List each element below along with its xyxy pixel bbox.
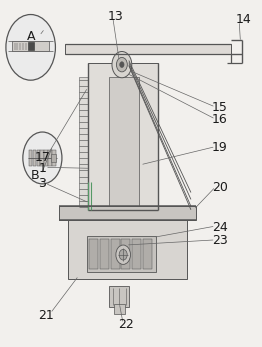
Text: 16: 16 — [212, 113, 227, 126]
Bar — [68, 220, 187, 279]
Circle shape — [119, 249, 127, 260]
Text: 17: 17 — [35, 151, 50, 164]
Bar — [40, 150, 44, 166]
Bar — [132, 239, 141, 269]
Circle shape — [6, 15, 56, 80]
Text: A: A — [26, 31, 35, 43]
Text: 14: 14 — [235, 13, 251, 26]
Text: 15: 15 — [212, 101, 227, 114]
Text: 3: 3 — [39, 177, 46, 191]
Bar — [52, 150, 56, 166]
Bar — [44, 150, 48, 166]
Text: 24: 24 — [212, 221, 227, 234]
Text: 21: 21 — [39, 309, 54, 322]
Bar — [89, 239, 98, 269]
Text: B: B — [30, 169, 39, 182]
Bar — [51, 154, 56, 162]
Bar — [12, 41, 49, 51]
Bar — [28, 42, 34, 50]
Bar — [111, 239, 120, 269]
Bar — [113, 304, 125, 314]
Bar — [29, 150, 32, 166]
Bar — [121, 239, 130, 269]
Bar — [88, 63, 158, 210]
Text: 22: 22 — [118, 319, 134, 331]
Text: 19: 19 — [212, 141, 227, 154]
Bar — [79, 77, 88, 210]
Circle shape — [116, 245, 130, 264]
Bar — [48, 150, 52, 166]
Text: 1: 1 — [39, 162, 46, 175]
Circle shape — [112, 51, 132, 78]
Bar — [109, 77, 139, 206]
Bar — [36, 150, 40, 166]
Text: 20: 20 — [212, 181, 227, 194]
Text: 13: 13 — [107, 10, 123, 23]
Bar — [33, 150, 36, 166]
Bar — [100, 239, 109, 269]
Bar — [64, 44, 231, 54]
Circle shape — [120, 62, 124, 68]
Text: 23: 23 — [212, 234, 227, 247]
Circle shape — [116, 57, 127, 72]
Bar — [109, 286, 129, 306]
Bar — [59, 206, 196, 220]
Bar — [143, 239, 151, 269]
Bar — [87, 236, 156, 272]
Circle shape — [23, 132, 62, 184]
